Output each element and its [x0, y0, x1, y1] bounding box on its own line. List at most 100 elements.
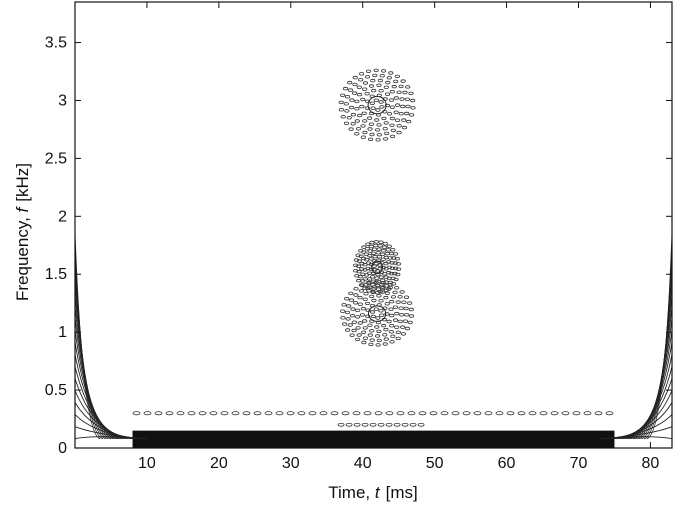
contour-mark: [368, 342, 374, 347]
band-contour-mark: [539, 411, 548, 416]
y-axis-label-unit: [kHz]: [13, 163, 32, 202]
y-tick-label: 3.5: [45, 35, 67, 52]
contour-mark: [365, 69, 372, 73]
contour-mark: [381, 116, 387, 121]
contour-mark: [389, 261, 395, 265]
contour-mark: [389, 313, 395, 318]
x-tick-label: 50: [426, 455, 444, 472]
contour-mark: [358, 289, 364, 293]
contour-mark: [379, 252, 386, 256]
contour-mark: [380, 257, 386, 261]
band-contour-mark: [417, 422, 425, 427]
x-tick-label: 20: [210, 455, 228, 472]
contour-mark: [385, 80, 391, 85]
contour-mark: [374, 118, 380, 122]
band-contour-mark: [572, 411, 581, 416]
contour-mark: [358, 72, 365, 76]
contour-mark: [369, 101, 375, 105]
contour-mark: [371, 298, 377, 303]
contour-mark: [365, 286, 371, 290]
band-contour-mark: [297, 411, 306, 416]
contour-mark: [373, 307, 379, 311]
contour-mark: [394, 325, 400, 329]
contour-mark: [383, 85, 389, 89]
contour-mark: [384, 291, 390, 295]
contour-mark: [370, 106, 376, 110]
contour-mark: [371, 88, 377, 93]
contour-mark: [350, 307, 356, 311]
contour-mark: [388, 98, 395, 102]
contour-mark: [397, 319, 403, 324]
contour-mark: [394, 311, 400, 316]
contour-mark: [404, 326, 411, 331]
contour-mark: [392, 290, 398, 294]
contour-mark: [343, 121, 350, 125]
contour-mark: [388, 271, 395, 276]
band-contour-mark: [143, 411, 152, 416]
contour-mark: [410, 98, 416, 103]
contour-mark: [391, 84, 397, 89]
contour-mark: [343, 102, 349, 106]
contour-mark: [389, 299, 395, 304]
x-tick-label: 80: [642, 455, 660, 472]
contour-mark: [356, 278, 362, 283]
band-contour-mark: [506, 411, 515, 416]
contour-mark: [386, 76, 392, 80]
contour-mark: [345, 328, 351, 332]
x-tick-label: 30: [282, 455, 300, 472]
contour-mark: [380, 248, 387, 253]
contour-mark: [364, 99, 371, 103]
contour-mark: [380, 69, 387, 73]
contour-mark: [390, 128, 396, 133]
contour-mark: [389, 89, 395, 94]
contour-mark: [375, 251, 381, 255]
band-contour-mark: [561, 411, 570, 416]
contour-mark: [358, 283, 365, 287]
contour-mark: [376, 329, 382, 334]
contour-mark: [358, 249, 364, 253]
contour-mark: [387, 256, 393, 260]
band-contour-mark: [451, 411, 460, 416]
contour-mark: [403, 306, 409, 311]
contour-mark: [354, 99, 360, 104]
contour-mark: [344, 310, 351, 315]
band-contour-mark: [337, 422, 345, 427]
contour-mark: [344, 94, 351, 99]
contour-mark: [383, 295, 389, 300]
contour-mark: [398, 111, 404, 116]
contour-mark: [362, 130, 368, 135]
band-contour-mark: [605, 411, 614, 416]
plot-frame: [74, 1, 673, 449]
contour-mark: [386, 244, 392, 248]
contour-mark: [367, 249, 373, 253]
contour-mark: [349, 314, 356, 318]
contour-mark: [362, 277, 368, 281]
contour-mark: [376, 133, 382, 137]
contour-mark: [388, 307, 394, 311]
band-contour-mark: [462, 411, 471, 416]
contour-mark: [357, 302, 363, 306]
contour-mark: [395, 336, 401, 341]
contour-mark: [378, 240, 384, 244]
contour-mark: [408, 113, 415, 117]
contour-mark: [376, 338, 382, 343]
contour-mark: [364, 106, 370, 110]
band-contour-mark: [369, 422, 377, 427]
band-contour-mark: [165, 411, 174, 416]
band-contour-mark: [330, 411, 339, 416]
y-axis-label: Frequency, f [kHz]: [13, 163, 32, 301]
contour-mark: [354, 119, 360, 123]
contour-mark: [389, 116, 395, 121]
contour-core: [367, 305, 387, 322]
band-contour-mark: [319, 411, 328, 416]
contour-mark: [365, 314, 371, 318]
contour-mark: [372, 285, 378, 289]
contour-mark: [352, 82, 358, 87]
contour-mark: [355, 253, 361, 257]
contour-mark: [369, 338, 375, 342]
band-contour-mark: [209, 411, 218, 416]
contour-mark: [373, 68, 379, 73]
contour-mark: [355, 127, 362, 131]
contour-mark: [365, 242, 371, 246]
contour-mark: [355, 315, 361, 319]
